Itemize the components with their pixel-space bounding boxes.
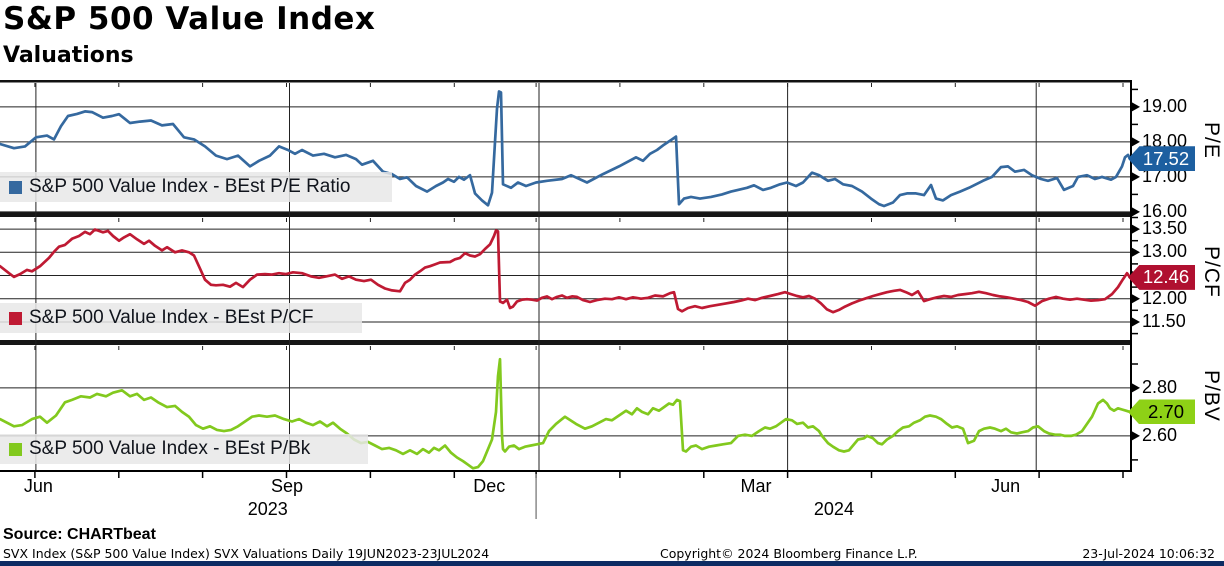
footer-ticker-info: SVX Index (S&P 500 Value Index) SVX Valu… <box>3 546 490 561</box>
x-axis-month-label: Jun <box>991 476 1021 496</box>
panel-top-border <box>0 80 1132 83</box>
y-axis-label: 16.00 <box>1142 200 1188 221</box>
x-axis-year-label: 2023 <box>247 499 288 519</box>
axis-arrow-tick-icon <box>1132 431 1140 441</box>
x-axis-month-label: Jun <box>23 476 53 496</box>
legend-pe: S&P 500 Value Index - BEst P/E Ratio <box>0 172 392 202</box>
footer-timestamp: 23-Jul-2024 10:06:32 <box>1082 546 1215 561</box>
panel-separator <box>0 340 1132 345</box>
y-axis-label: 18.00 <box>1142 130 1188 151</box>
axis-arrow-tick-icon <box>1132 383 1140 393</box>
axis-arrow-tick-icon <box>1132 247 1140 257</box>
p-bk-series-line <box>0 357 1132 470</box>
y-axis-label: 13.50 <box>1142 218 1188 239</box>
x-axis-month-label: Sep <box>271 476 304 496</box>
legend-pcf-label: S&P 500 Value Index - BEst P/CF <box>29 307 314 328</box>
axis-title-pcf: P/CF <box>1200 246 1223 298</box>
pcf-swatch-icon <box>9 311 22 325</box>
pcf-last-value-badge: 12.46 <box>1128 264 1195 290</box>
x-axis-month-label: Mar <box>740 476 772 496</box>
x-axis-month-label: Dec <box>473 476 506 496</box>
pe-last-value-badge: 17.52 <box>1128 146 1195 172</box>
bottom-terminal-bar <box>0 561 1224 566</box>
y-axis-label: 2.60 <box>1142 424 1178 445</box>
axis-arrow-tick-icon <box>1132 102 1140 112</box>
y-axis-label: 2.80 <box>1142 376 1178 397</box>
y-axis-label: 13.00 <box>1142 241 1188 262</box>
axis-arrow-tick-icon <box>1132 137 1140 147</box>
pe-ratio-series-line <box>0 90 1132 208</box>
x-axis-year-label: 2024 <box>813 499 854 519</box>
page-title: S&P 500 Value Index <box>3 1 376 37</box>
axis-arrow-tick-icon <box>1132 224 1140 234</box>
footer-copyright: Copyright© 2024 Bloomberg Finance L.P. <box>660 546 918 561</box>
page-subtitle: Valuations <box>3 43 134 68</box>
legend-pbk: S&P 500 Value Index - BEst P/Bk <box>0 434 368 464</box>
pe-swatch-icon <box>9 180 22 194</box>
legend-pe-label: S&P 500 Value Index - BEst P/E Ratio <box>29 176 351 197</box>
axis-arrow-tick-icon <box>1132 317 1140 327</box>
axis-title-pe: P/E <box>1200 122 1223 159</box>
panel-separator <box>0 212 1132 217</box>
legend-pcf: S&P 500 Value Index - BEst P/CF <box>0 303 362 333</box>
pbk-last-value-badge: 2.70 <box>1128 399 1195 425</box>
y-axis-label: 11.50 <box>1142 310 1186 331</box>
axis-arrow-tick-icon <box>1132 294 1140 304</box>
axis-arrow-tick-icon <box>1132 172 1140 182</box>
axis-title-pbv: P/BV <box>1200 370 1223 422</box>
p-cf-series-line <box>0 228 1132 314</box>
y-axis-label: 12.00 <box>1142 287 1188 308</box>
legend-pbk-label: S&P 500 Value Index - BEst P/Bk <box>29 438 311 459</box>
pbk-swatch-icon <box>9 442 22 456</box>
x-axis-line <box>0 470 1132 472</box>
source-line: Source: CHARTbeat <box>3 526 156 543</box>
axis-arrow-tick-icon <box>1132 207 1140 217</box>
y-axis-label: 19.00 <box>1142 95 1188 116</box>
